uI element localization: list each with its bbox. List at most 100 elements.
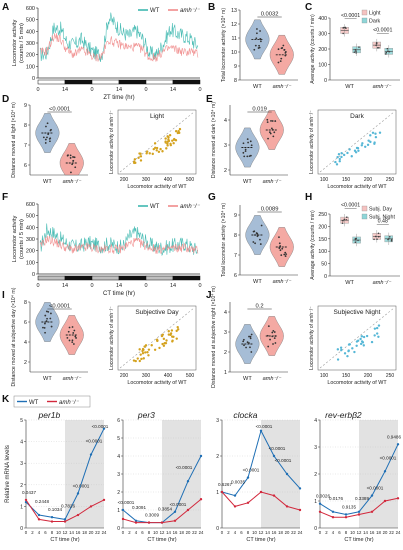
y-tick-label: 400 [26, 225, 35, 231]
x-tick-label: 12 [357, 530, 362, 535]
legend-swatch [361, 17, 368, 24]
y-tick-label: 100 [318, 249, 327, 255]
x-tick-label: 10 [153, 530, 158, 535]
data-point [243, 155, 246, 158]
data-point [355, 52, 357, 54]
y-tick-label: 7 [234, 253, 237, 259]
data-point [281, 47, 284, 49]
p-value: 0.6267 [218, 482, 232, 487]
panel-label-i: I [2, 290, 5, 301]
scatter-point [138, 152, 141, 155]
legend-swatch [361, 9, 368, 16]
y-tick-label: 0 [324, 78, 327, 84]
y-tick-label: 0 [20, 526, 23, 532]
data-point [376, 47, 379, 49]
x-category-label: WT [253, 279, 262, 285]
data-point [266, 118, 269, 121]
data-point [331, 510, 335, 513]
y-axis-label: Average activity (counts / min) [310, 14, 316, 84]
data-point [386, 47, 389, 50]
x-tick-label: 0 [36, 283, 39, 289]
data-point [375, 42, 378, 45]
y-tick-label: 13 [231, 8, 237, 14]
light-dark-bar [91, 79, 120, 85]
data-point [266, 121, 269, 124]
scatter-point [347, 349, 350, 353]
data-point [254, 242, 256, 245]
data-point [73, 156, 76, 159]
panel-label-a: A [2, 2, 9, 13]
legend-wt-label: WT [150, 204, 160, 210]
data-point [283, 48, 286, 51]
p-value: 0.3091 [132, 505, 146, 510]
x-tick-label: 0 [144, 283, 147, 289]
scatter-point [159, 147, 162, 151]
series-mut-line [39, 235, 199, 254]
data-point [272, 494, 276, 497]
scatter-point [166, 142, 169, 145]
y-axis-label: Distance moved at dark (×10⁴ m) [211, 102, 217, 178]
x-tick-label: 14 [363, 530, 368, 535]
data-point [285, 472, 289, 476]
scatter-point [342, 153, 346, 157]
x-tick-label: 14 [166, 530, 171, 535]
x-axis-label: Locomotor activity of WT [127, 184, 187, 190]
scatter-point [355, 146, 359, 150]
scatter-point [364, 145, 367, 148]
y-tick-label: 2 [117, 490, 120, 496]
x-category-label: WT [345, 280, 354, 286]
data-point [134, 521, 138, 524]
x-tick-label: 8 [247, 530, 250, 535]
y-tick-label: 200 [26, 249, 35, 255]
scatter-point [336, 348, 340, 351]
data-point [279, 245, 282, 247]
data-point [267, 325, 270, 328]
data-point [49, 317, 52, 320]
scatter-point [362, 344, 365, 347]
x-axis-label: Locomotor activity of WT [127, 380, 187, 386]
y-tick-label: 1 [314, 499, 317, 505]
x-tick-label: 12 [160, 530, 165, 535]
data-point [44, 331, 46, 334]
scatter-point [167, 333, 171, 336]
data-point [274, 342, 277, 344]
y-tick-label: 7 [24, 143, 27, 149]
data-point [269, 338, 271, 341]
data-point [278, 242, 281, 245]
y-tick-label: 9 [234, 213, 237, 219]
data-point [298, 508, 302, 512]
scatter-point [142, 357, 145, 360]
data-point [254, 234, 256, 236]
x-category-label: amh⁻/⁻ [63, 376, 82, 382]
data-point [272, 454, 276, 458]
scatter-point [155, 146, 159, 150]
p-value: 0.7826 [61, 503, 75, 508]
scatter-point [158, 346, 161, 350]
scatter-point [336, 358, 340, 361]
data-point [233, 505, 237, 508]
data-point [74, 166, 77, 169]
data-point [284, 51, 287, 54]
data-point [246, 155, 249, 158]
scatter-point [373, 327, 377, 330]
y-tick-label: 0 [117, 526, 120, 532]
y-tick-label: 5 [117, 436, 120, 442]
y-tick-label: 3 [20, 461, 23, 467]
data-point [74, 335, 77, 338]
y-tick-label: 11 [232, 36, 238, 42]
panel-label-k: K [2, 394, 10, 405]
x-tick-label: 12 [63, 530, 68, 535]
data-point [383, 470, 387, 473]
data-point [358, 46, 360, 48]
y-tick-label: 4 [224, 310, 227, 316]
data-point [45, 125, 47, 128]
scatter-point [366, 143, 370, 147]
data-point [37, 518, 41, 521]
data-point [46, 317, 48, 320]
data-point [44, 314, 47, 317]
p-value: 0.48 [378, 219, 388, 225]
y-tick-label: 2 [224, 350, 227, 356]
data-point [254, 44, 257, 47]
